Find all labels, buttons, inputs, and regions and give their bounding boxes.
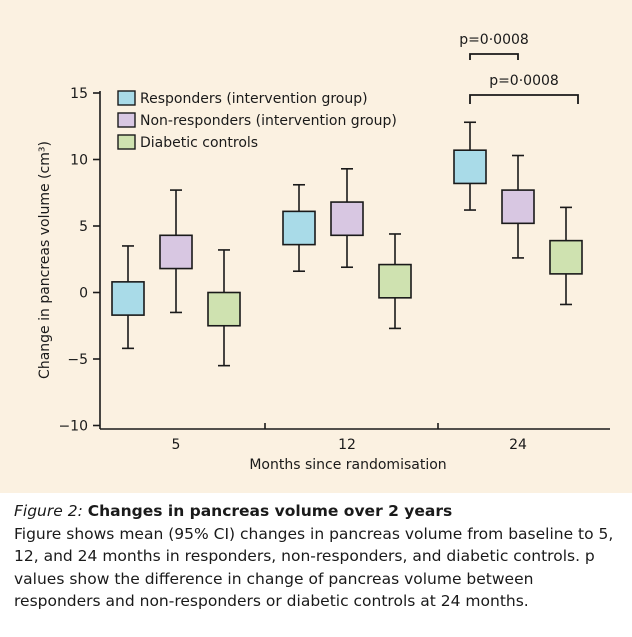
legend-swatch: [117, 134, 136, 150]
p-value-label: p=0·0008: [459, 32, 529, 48]
box-diabetic-controls: [207, 291, 241, 327]
y-tick-label: −10: [58, 419, 88, 435]
legend-label: Responders (intervention group): [140, 91, 368, 107]
caption-description: Figure shows mean (95% CI) changes in pa…: [14, 524, 614, 611]
x-tick-label: 5: [172, 437, 181, 453]
y-tick-label: 15: [70, 86, 88, 102]
x-tick-label: 24: [509, 437, 527, 453]
p-value-label: p=0·0008: [489, 73, 559, 89]
legend-swatch: [117, 112, 136, 128]
box-responders: [282, 210, 316, 246]
box-non-responders: [330, 201, 364, 237]
legend-swatch: [117, 90, 136, 106]
box-diabetic-controls: [549, 239, 583, 275]
x-tick-label: 12: [338, 437, 356, 453]
legend-label: Diabetic controls: [140, 135, 258, 151]
box-responders: [111, 281, 145, 316]
legend-label: Non-responders (intervention group): [140, 113, 397, 129]
box-non-responders: [501, 189, 535, 225]
y-tick-label: 0: [79, 286, 88, 302]
box-non-responders: [159, 234, 193, 270]
y-tick-label: −5: [67, 352, 88, 368]
figure-label: Figure 2:: [14, 502, 83, 520]
significance-bracket: [469, 94, 579, 104]
y-tick-label: 5: [79, 219, 88, 235]
figure-caption: Figure 2: Changes in pancreas volume ove…: [14, 500, 624, 613]
figure-panel: 15 10 5 0 −5 −10 5 12 24 Months since randomisati…: [0, 0, 632, 493]
figure-heading: Changes in pancreas volume over 2 years: [87, 502, 453, 520]
box-plot-chart: 15 10 5 0 −5 −10 5 12 24 Months since randomisati…: [37, 32, 610, 473]
y-tick-label: 10: [70, 153, 88, 169]
significance-bracket: [469, 53, 519, 60]
y-axis-title: Change in pancreas volume (cm³): [37, 141, 53, 379]
caption-title: Figure 2: Changes in pancreas volume ove…: [14, 500, 624, 523]
box-responders: [453, 149, 487, 185]
x-axis-title: Months since randomisation: [249, 457, 446, 473]
box-diabetic-controls: [378, 263, 412, 299]
